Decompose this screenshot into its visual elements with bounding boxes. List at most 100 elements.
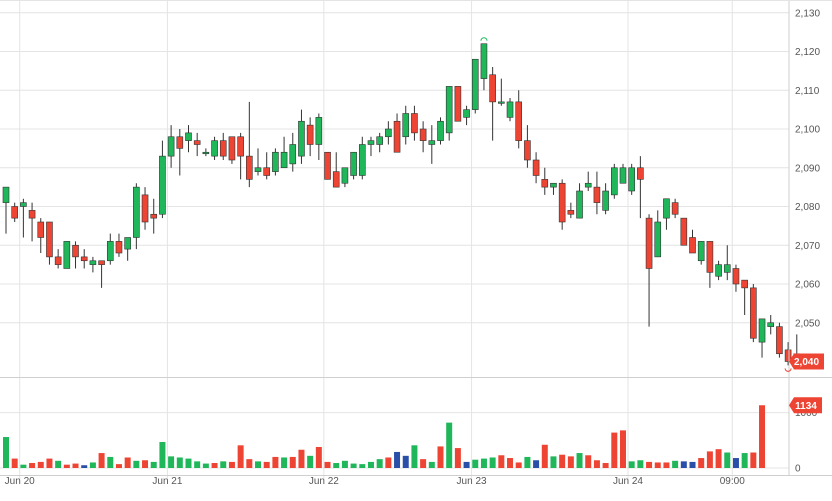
volume-bar[interactable] xyxy=(576,453,583,468)
volume-bar[interactable] xyxy=(185,458,192,468)
volume-bar[interactable] xyxy=(533,460,540,468)
candle[interactable] xyxy=(767,315,775,335)
volume-bar[interactable] xyxy=(402,455,409,468)
candle-body[interactable] xyxy=(237,136,244,157)
candle-body[interactable] xyxy=(306,124,314,145)
candle-body[interactable] xyxy=(723,264,731,273)
candle-body[interactable] xyxy=(358,144,366,176)
candle[interactable] xyxy=(106,233,114,265)
candle-body[interactable] xyxy=(576,190,583,219)
candle-body[interactable] xyxy=(193,140,201,145)
candle[interactable] xyxy=(272,148,279,176)
candle-body[interactable] xyxy=(393,120,401,153)
candle-body[interactable] xyxy=(558,182,566,223)
candle-body[interactable] xyxy=(567,210,575,215)
candle[interactable] xyxy=(454,86,462,122)
volume-bar[interactable] xyxy=(515,462,522,468)
volume-bar[interactable] xyxy=(298,449,305,468)
volume-bar[interactable] xyxy=(341,460,348,468)
candle-body[interactable] xyxy=(332,171,340,188)
candle-body[interactable] xyxy=(54,256,62,265)
candle-body[interactable] xyxy=(480,43,488,79)
volume-bar[interactable] xyxy=(550,456,557,468)
candle[interactable] xyxy=(367,136,375,157)
volume-bar[interactable] xyxy=(281,457,288,468)
candle-body[interactable] xyxy=(98,260,105,265)
candle-body[interactable] xyxy=(46,221,53,258)
candle[interactable] xyxy=(11,202,18,222)
volume-bar[interactable] xyxy=(724,452,731,468)
candle-body[interactable] xyxy=(524,140,531,161)
candle[interactable] xyxy=(558,179,566,230)
volume-bar[interactable] xyxy=(315,446,322,468)
candle[interactable] xyxy=(150,198,158,234)
volume-bar[interactable] xyxy=(46,458,53,468)
candle-body[interactable] xyxy=(411,113,418,134)
candle[interactable] xyxy=(750,284,757,343)
candle-body[interactable] xyxy=(246,155,253,180)
volume-bar[interactable] xyxy=(246,459,253,468)
volume-bar[interactable] xyxy=(142,460,149,468)
candle-body[interactable] xyxy=(11,206,18,219)
candle-body[interactable] xyxy=(628,167,635,192)
volume-bar[interactable] xyxy=(124,457,131,468)
candle[interactable] xyxy=(263,152,271,180)
candle-body[interactable] xyxy=(784,349,792,362)
candle-body[interactable] xyxy=(445,86,453,134)
volume-bar[interactable] xyxy=(228,461,235,468)
volume-bar[interactable] xyxy=(498,455,505,468)
candle[interactable] xyxy=(98,260,105,288)
candle-body[interactable] xyxy=(489,74,496,103)
volume-bar[interactable] xyxy=(585,455,592,468)
candle[interactable] xyxy=(332,152,340,188)
candle[interactable] xyxy=(315,113,323,161)
candle[interactable] xyxy=(567,202,575,219)
candle-body[interactable] xyxy=(63,241,71,269)
candle-body[interactable] xyxy=(202,151,210,155)
candle-body[interactable] xyxy=(289,144,297,165)
volume-bar[interactable] xyxy=(646,461,653,468)
candle-body[interactable] xyxy=(315,117,323,145)
candle[interactable] xyxy=(593,171,601,215)
candle-body[interactable] xyxy=(72,244,79,258)
candle-body[interactable] xyxy=(602,190,609,211)
candle-body[interactable] xyxy=(133,186,140,238)
candle[interactable] xyxy=(20,198,27,238)
volume-bar[interactable] xyxy=(159,441,166,468)
candle[interactable] xyxy=(741,279,748,315)
candle[interactable] xyxy=(602,183,609,215)
volume-bar[interactable] xyxy=(628,461,635,468)
candle[interactable] xyxy=(237,132,244,180)
candle[interactable] xyxy=(228,136,236,164)
candle[interactable] xyxy=(2,186,10,234)
candle[interactable] xyxy=(610,163,618,199)
candle-body[interactable] xyxy=(185,132,192,141)
volume-bar[interactable] xyxy=(507,458,514,468)
candle-body[interactable] xyxy=(610,167,618,196)
candle[interactable] xyxy=(159,140,166,219)
candle[interactable] xyxy=(776,322,783,358)
price-candles[interactable] xyxy=(2,43,801,366)
volume-bar[interactable] xyxy=(29,463,36,468)
candle[interactable] xyxy=(324,151,331,180)
candle[interactable] xyxy=(428,125,436,164)
volume-bar[interactable] xyxy=(593,460,600,468)
volume-bar[interactable] xyxy=(689,461,696,468)
candle-body[interactable] xyxy=(671,202,679,215)
volume-bar[interactable] xyxy=(446,422,453,468)
candle[interactable] xyxy=(637,156,644,219)
volume-bar[interactable] xyxy=(289,456,296,468)
candle-body[interactable] xyxy=(376,136,383,145)
candle[interactable] xyxy=(784,342,792,366)
candle-body[interactable] xyxy=(654,221,662,258)
candle-body[interactable] xyxy=(228,136,236,161)
volume-bar[interactable] xyxy=(63,464,70,468)
candle-body[interactable] xyxy=(367,140,375,145)
candle-body[interactable] xyxy=(254,167,262,172)
volume-bar[interactable] xyxy=(680,461,687,468)
candle-body[interactable] xyxy=(741,279,748,289)
candle-body[interactable] xyxy=(280,151,288,169)
candle[interactable] xyxy=(289,132,297,172)
candle[interactable] xyxy=(619,163,627,184)
